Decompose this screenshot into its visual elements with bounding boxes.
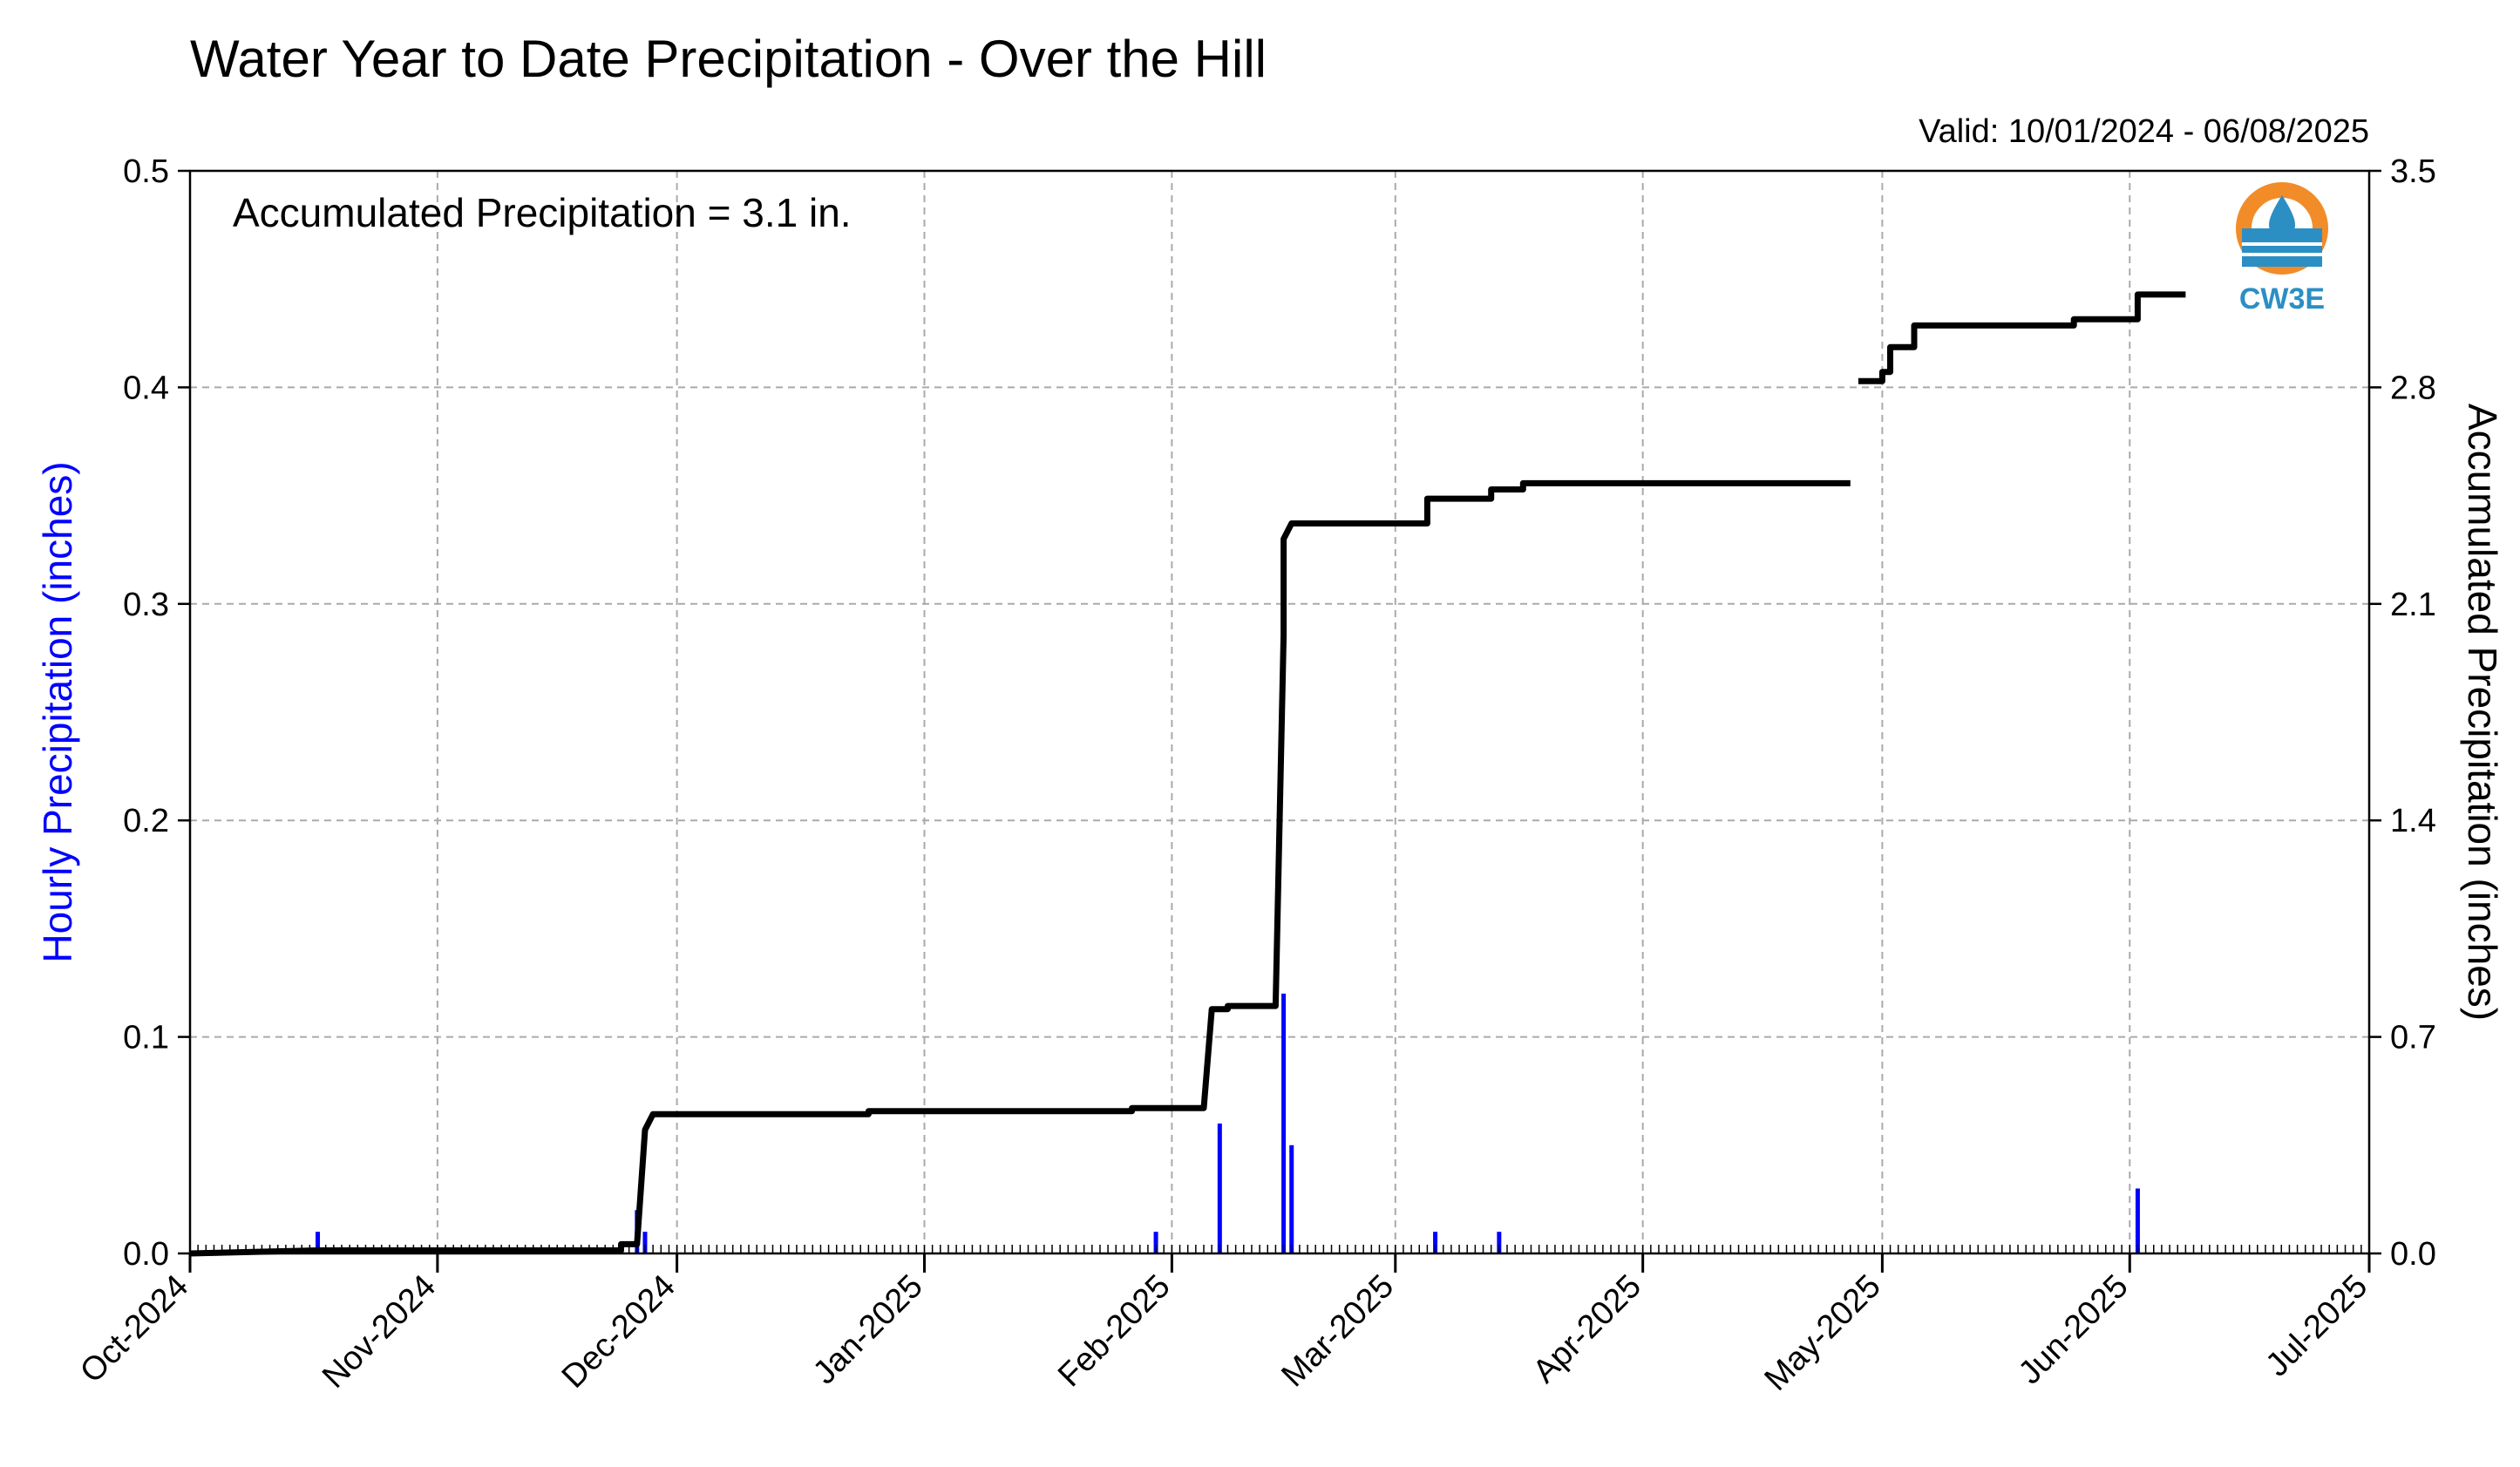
y-tick-label-left: 0.0 (123, 1236, 169, 1273)
x-tick-label: Mar-2025 (1274, 1268, 1401, 1395)
logo-text: CW3E (2239, 282, 2325, 316)
water-drop-icon (2269, 195, 2295, 239)
precip-bar (1289, 1144, 1294, 1253)
x-tick-label: Jul-2025 (2259, 1268, 2375, 1384)
accumulated-line-segment (189, 479, 1851, 1257)
x-tick-label: Jan-2025 (806, 1268, 930, 1392)
y-tick-label-right: 0.0 (2390, 1236, 2436, 1273)
precip-bar (1433, 1232, 1438, 1253)
x-tick-label: Nov-2024 (316, 1268, 443, 1396)
precip-bar (2135, 1188, 2140, 1253)
x-tick-label: Oct-2024 (73, 1268, 195, 1390)
axes: 0.0 0.1 0.2 0.3 0.4 0.5 0.0 0.7 1.4 2.1 2.8 3.5 Oct-… (73, 153, 2436, 1398)
cw3e-logo: CW3E (2236, 182, 2328, 316)
y-tick-label-left: 0.1 (123, 1020, 169, 1056)
precip-bar (1217, 1123, 1222, 1253)
logo-waves (2242, 242, 2322, 256)
accumulated-precip-line (189, 291, 2186, 1257)
y-axis-label-right: Accumulated Precipitation (inches) (2460, 404, 2505, 1021)
precip-bar (316, 1232, 321, 1253)
y-tick-label-left: 0.3 (123, 587, 169, 623)
y-tick-label-right: 2.1 (2390, 587, 2436, 623)
y-axis-label-left: Hourly Precipitation (inches) (35, 461, 80, 962)
plot-frame (188, 169, 2371, 1255)
y-tick-label-right: 1.4 (2390, 803, 2436, 839)
precip-bar (642, 1232, 648, 1253)
precip-bar (1153, 1232, 1158, 1253)
precip-bar (1497, 1232, 1502, 1253)
hourly-precip-bars (316, 993, 2140, 1253)
accumulated-line-segment (1858, 291, 2186, 384)
x-tick-label: Feb-2025 (1051, 1268, 1178, 1395)
y-tick-label-left: 0.2 (123, 803, 169, 839)
x-tick-label: May-2025 (1758, 1268, 1888, 1398)
y-tick-label-right: 2.8 (2390, 370, 2436, 406)
y-tick-label-right: 0.7 (2390, 1020, 2436, 1056)
accumulated-annotation: Accumulated Precipitation = 3.1 in. (233, 190, 852, 235)
precip-bar (1281, 993, 1287, 1253)
y-tick-label-left: 0.5 (123, 153, 169, 190)
x-tick-label: Apr-2025 (1526, 1268, 1648, 1390)
valid-date-range: Valid: 10/01/2024 - 06/08/2025 (1919, 113, 2369, 150)
y-tick-label-left: 0.4 (123, 370, 169, 406)
chart-title: Water Year to Date Precipitation - Over … (190, 30, 1267, 88)
x-tick-label: Dec-2024 (555, 1268, 683, 1396)
x-tick-label: Jun-2025 (2012, 1268, 2136, 1392)
y-tick-label-right: 3.5 (2390, 153, 2436, 190)
